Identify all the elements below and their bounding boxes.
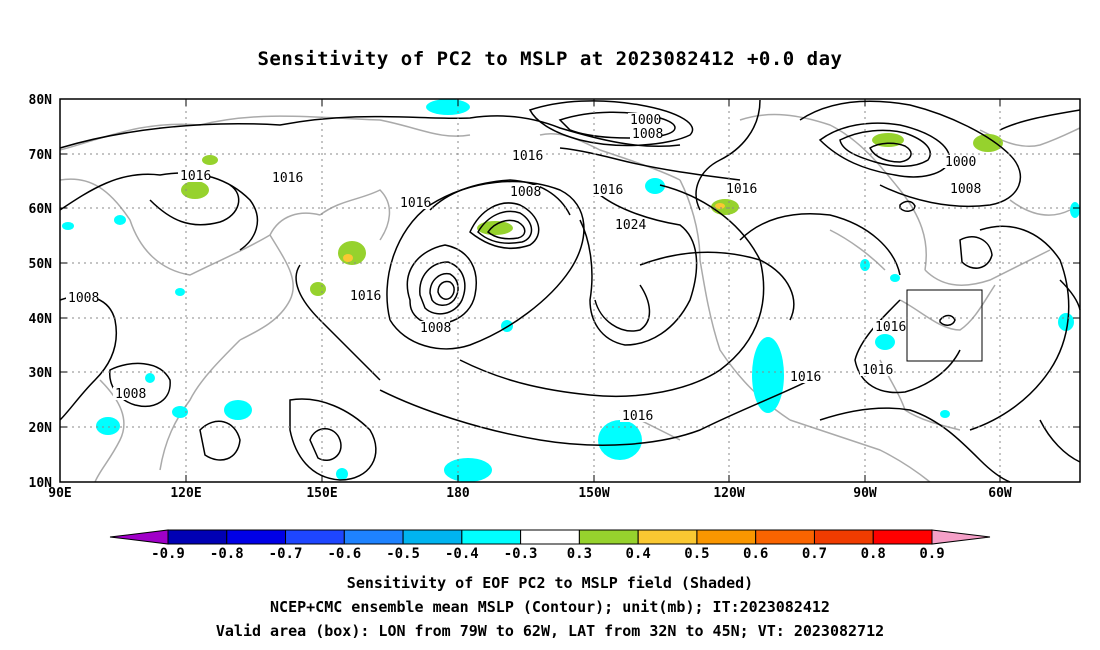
colorbar-swatch	[578, 529, 639, 545]
colorbar-arrow-low	[109, 529, 169, 545]
colorbar-label: -0.4	[445, 546, 479, 562]
colorbar-label: -0.9	[151, 546, 185, 562]
colorbar-swatch	[402, 529, 463, 545]
contour-label: 1016	[400, 196, 431, 211]
contour-label: 1008	[632, 127, 663, 142]
map-frame	[59, 98, 1081, 483]
contour-label: 1008	[420, 321, 451, 336]
axis-ticks	[60, 98, 1080, 483]
colorbar-labels: -0.9 -0.8 -0.7 -0.6 -0.5 -0.4 -0.3 0.3 0.4 0.5 0.6…	[151, 546, 945, 562]
contour-label: 1016	[622, 409, 653, 424]
lat-label: 80N	[29, 93, 53, 108]
colorbar-swatch	[461, 529, 522, 545]
colorbar	[109, 529, 991, 545]
colorbar-label: -0.8	[210, 546, 244, 562]
longitude-labels: 90E 120E 150E 180 150W 120W 90W 60W	[48, 486, 1012, 501]
lat-label: 40N	[29, 312, 53, 327]
lon-label: 60W	[988, 486, 1012, 501]
colorbar-label: -0.7	[269, 546, 303, 562]
colorbar-swatch	[285, 529, 345, 545]
footer-line-1: Sensitivity of EOF PC2 to MSLP field (Sh…	[346, 574, 754, 592]
colorbar-swatch	[520, 529, 580, 545]
lon-label: 120E	[170, 486, 201, 501]
lat-label: 50N	[29, 257, 53, 272]
lat-label: 10N	[29, 476, 53, 491]
contour-label: 1016	[875, 320, 906, 335]
lon-label: 90W	[853, 486, 877, 501]
lon-label: 150W	[578, 486, 609, 501]
colorbar-label: 0.8	[861, 546, 886, 562]
contour-label: 1024	[615, 218, 646, 233]
colorbar-label: -0.6	[327, 546, 361, 562]
colorbar-label: 0.5	[684, 546, 709, 562]
colorbar-swatch	[755, 529, 815, 545]
colorbar-label: 0.6	[743, 546, 768, 562]
contour-label: 1016	[790, 370, 821, 385]
valid-area-box	[906, 289, 983, 362]
contour-label: 1016	[180, 169, 211, 184]
contour-label: 1016	[726, 182, 757, 197]
colorbar-swatch	[226, 529, 287, 545]
lat-label: 20N	[29, 421, 53, 436]
contour-label: 1016	[592, 183, 623, 198]
contour-label: 1000	[945, 155, 976, 170]
colorbar-label: -0.5	[386, 546, 420, 562]
lon-label: 120W	[713, 486, 744, 501]
graticule	[60, 99, 1080, 482]
lat-label: 60N	[29, 202, 53, 217]
contour-label: 1016	[350, 289, 381, 304]
coastlines	[59, 113, 1081, 483]
contour-label: 1008	[115, 387, 146, 402]
lon-label: 150E	[306, 486, 337, 501]
contour-label: 1016	[512, 149, 543, 164]
colorbar-swatch	[167, 529, 228, 545]
lon-label: 180	[446, 486, 470, 501]
contour-label: 1016	[272, 171, 303, 186]
colorbar-label: -0.3	[504, 546, 538, 562]
contour-label: 1000	[630, 113, 661, 128]
footer-line-3: Valid area (box): LON from 79W to 62W, L…	[215, 622, 885, 640]
lat-label: 70N	[29, 148, 53, 163]
lat-label: 30N	[29, 366, 53, 381]
lon-label: 90E	[48, 486, 71, 501]
footer-line-2: NCEP+CMC ensemble mean MSLP (Contour); u…	[270, 598, 830, 616]
colorbar-swatch	[637, 529, 698, 545]
map-title: Sensitivity of PC2 to MSLP at 2023082412…	[257, 48, 843, 70]
colorbar-label: 0.3	[567, 546, 592, 562]
contour-label: 1008	[68, 291, 99, 306]
contour-label: 1016	[862, 363, 893, 378]
contour-label: 1008	[510, 185, 541, 200]
contour-label: 1008	[950, 182, 981, 197]
colorbar-label: 0.7	[802, 546, 827, 562]
colorbar-label: 0.9	[919, 546, 944, 562]
colorbar-label: 0.4	[626, 546, 651, 562]
colorbar-swatch	[872, 529, 933, 545]
colorbar-swatch	[343, 529, 404, 545]
latitude-labels: 80N 70N 60N 50N 40N 30N 20N 10N	[29, 93, 53, 491]
colorbar-swatch	[813, 529, 874, 545]
contour-labels: 1000 1008 1016 1016 1016 1008 1016 1024 …	[66, 113, 981, 424]
colorbar-arrow-high	[931, 529, 991, 545]
colorbar-swatch	[696, 529, 757, 545]
